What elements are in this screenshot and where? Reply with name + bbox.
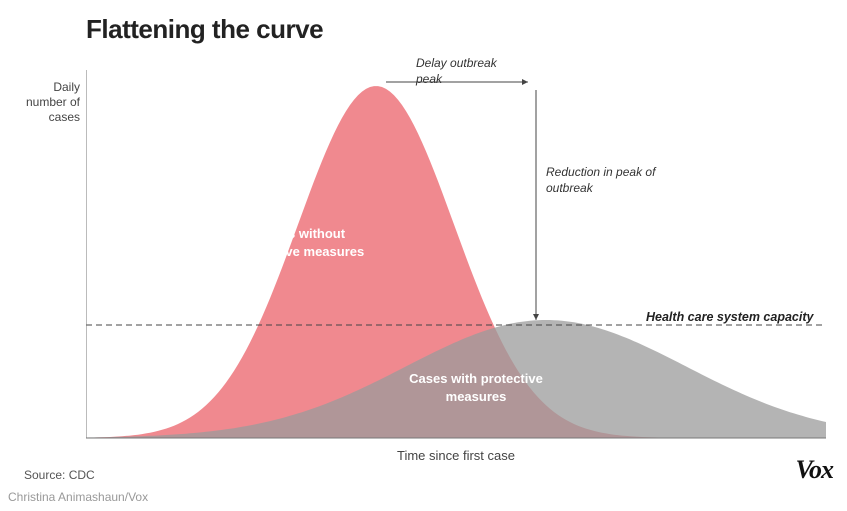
vox-logo: Vox — [796, 455, 833, 485]
x-axis-label: Time since first case — [86, 448, 826, 463]
capacity-label: Health care system capacity — [646, 310, 813, 324]
annotation-reduction-peak: Reduction in peak of outbreak — [546, 165, 655, 196]
y-axis-label: Daily number of cases — [20, 80, 80, 125]
chart-area: Cases without protective measures Cases … — [86, 70, 826, 440]
chart-title: Flattening the curve — [86, 14, 323, 45]
series-label-no-measures: Cases without protective measures — [211, 225, 391, 260]
series-label-with-measures: Cases with protective measures — [386, 370, 566, 405]
annotation-delay-peak: Delay outbreak peak — [416, 56, 497, 87]
credit-text: Christina Animashaun/Vox — [8, 490, 148, 504]
source-text: Source: CDC — [24, 468, 95, 482]
